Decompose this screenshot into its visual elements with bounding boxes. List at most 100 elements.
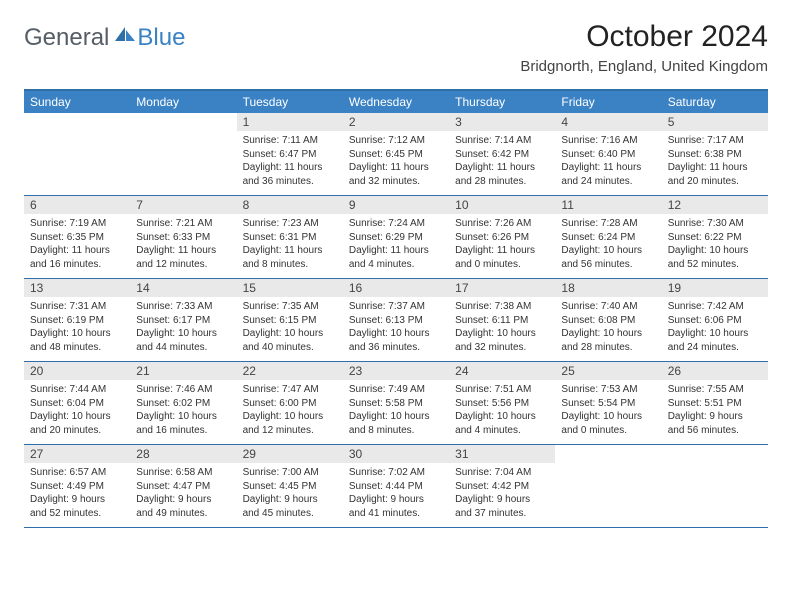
day-number: 8 — [237, 196, 343, 214]
day-cell: 20Sunrise: 7:44 AMSunset: 6:04 PMDayligh… — [24, 362, 130, 444]
day-number: 1 — [237, 113, 343, 131]
day-body: Sunrise: 7:21 AMSunset: 6:33 PMDaylight:… — [130, 214, 236, 275]
daylight-text: Daylight: 10 hours and 24 minutes. — [668, 327, 762, 354]
sunrise-text: Sunrise: 7:26 AM — [455, 217, 549, 231]
day-body: Sunrise: 7:30 AMSunset: 6:22 PMDaylight:… — [662, 214, 768, 275]
day-number: 20 — [24, 362, 130, 380]
daylight-text: Daylight: 9 hours and 49 minutes. — [136, 493, 230, 520]
day-cell: 19Sunrise: 7:42 AMSunset: 6:06 PMDayligh… — [662, 279, 768, 361]
day-body: Sunrise: 7:35 AMSunset: 6:15 PMDaylight:… — [237, 297, 343, 358]
sunrise-text: Sunrise: 7:12 AM — [349, 134, 443, 148]
sunrise-text: Sunrise: 7:30 AM — [668, 217, 762, 231]
sunset-text: Sunset: 6:22 PM — [668, 231, 762, 245]
day-cell: 21Sunrise: 7:46 AMSunset: 6:02 PMDayligh… — [130, 362, 236, 444]
daylight-text: Daylight: 9 hours and 52 minutes. — [30, 493, 124, 520]
day-cell: 23Sunrise: 7:49 AMSunset: 5:58 PMDayligh… — [343, 362, 449, 444]
sunrise-text: Sunrise: 7:04 AM — [455, 466, 549, 480]
sunset-text: Sunset: 6:15 PM — [243, 314, 337, 328]
day-body: Sunrise: 7:17 AMSunset: 6:38 PMDaylight:… — [662, 131, 768, 192]
day-cell: 7Sunrise: 7:21 AMSunset: 6:33 PMDaylight… — [130, 196, 236, 278]
daylight-text: Daylight: 11 hours and 8 minutes. — [243, 244, 337, 271]
sunset-text: Sunset: 5:54 PM — [561, 397, 655, 411]
day-body: Sunrise: 7:00 AMSunset: 4:45 PMDaylight:… — [237, 463, 343, 524]
day-body: Sunrise: 7:26 AMSunset: 6:26 PMDaylight:… — [449, 214, 555, 275]
day-body: Sunrise: 7:14 AMSunset: 6:42 PMDaylight:… — [449, 131, 555, 192]
sunset-text: Sunset: 6:29 PM — [349, 231, 443, 245]
day-cell: 24Sunrise: 7:51 AMSunset: 5:56 PMDayligh… — [449, 362, 555, 444]
daylight-text: Daylight: 11 hours and 28 minutes. — [455, 161, 549, 188]
daylight-text: Daylight: 11 hours and 0 minutes. — [455, 244, 549, 271]
sunrise-text: Sunrise: 7:16 AM — [561, 134, 655, 148]
daylight-text: Daylight: 10 hours and 52 minutes. — [668, 244, 762, 271]
day-cell — [130, 113, 236, 195]
sunrise-text: Sunrise: 7:00 AM — [243, 466, 337, 480]
day-number: 28 — [130, 445, 236, 463]
sunset-text: Sunset: 6:11 PM — [455, 314, 549, 328]
daylight-text: Daylight: 9 hours and 56 minutes. — [668, 410, 762, 437]
daylight-text: Daylight: 10 hours and 32 minutes. — [455, 327, 549, 354]
sunrise-text: Sunrise: 7:35 AM — [243, 300, 337, 314]
day-cell: 17 Sunrise: 7:38 AMSunset: 6:11 PMDayligh… — [449, 279, 555, 361]
sunrise-text: Sunrise: 7:38 AM — [455, 300, 549, 314]
daylight-text: Daylight: 11 hours and 36 minutes. — [243, 161, 337, 188]
day-number: 30 — [343, 445, 449, 463]
weeks-container: 1Sunrise: 7:11 AMSunset: 6:47 PMDaylight… — [24, 113, 768, 528]
day-number: 17 — [449, 279, 555, 297]
day-cell — [555, 445, 661, 527]
daylight-text: Daylight: 10 hours and 36 minutes. — [349, 327, 443, 354]
sunrise-text: Sunrise: 7:21 AM — [136, 217, 230, 231]
daylight-text: Daylight: 11 hours and 20 minutes. — [668, 161, 762, 188]
sunrise-text: Sunrise: 7:46 AM — [136, 383, 230, 397]
daylight-text: Daylight: 11 hours and 24 minutes. — [561, 161, 655, 188]
day-body: Sunrise: 6:57 AMSunset: 4:49 PMDaylight:… — [24, 463, 130, 524]
day-number: 26 — [662, 362, 768, 380]
day-number: 14 — [130, 279, 236, 297]
day-number: 27 — [24, 445, 130, 463]
sunset-text: Sunset: 6:33 PM — [136, 231, 230, 245]
day-cell: 18Sunrise: 7:40 AMSunset: 6:08 PMDayligh… — [555, 279, 661, 361]
daylight-text: Daylight: 10 hours and 48 minutes. — [30, 327, 124, 354]
day-body: Sunrise: 7:04 AMSunset: 4:42 PMDaylight:… — [449, 463, 555, 524]
day-cell — [662, 445, 768, 527]
sunrise-text: Sunrise: 7:55 AM — [668, 383, 762, 397]
day-cell: 11Sunrise: 7:28 AMSunset: 6:24 PMDayligh… — [555, 196, 661, 278]
sunset-text: Sunset: 6:17 PM — [136, 314, 230, 328]
day-body: Sunrise: 7:02 AMSunset: 4:44 PMDaylight:… — [343, 463, 449, 524]
week-row: 20Sunrise: 7:44 AMSunset: 6:04 PMDayligh… — [24, 362, 768, 445]
week-row: 13Sunrise: 7:31 AMSunset: 6:19 PMDayligh… — [24, 279, 768, 362]
daylight-text: Daylight: 10 hours and 12 minutes. — [243, 410, 337, 437]
daylight-text: Daylight: 10 hours and 4 minutes. — [455, 410, 549, 437]
day-cell: 29Sunrise: 7:00 AMSunset: 4:45 PMDayligh… — [237, 445, 343, 527]
day-cell: 10Sunrise: 7:26 AMSunset: 6:26 PMDayligh… — [449, 196, 555, 278]
day-body: Sunrise: 7:42 AMSunset: 6:06 PMDaylight:… — [662, 297, 768, 358]
sunrise-text: Sunrise: 7:53 AM — [561, 383, 655, 397]
day-number: 25 — [555, 362, 661, 380]
day-body: Sunrise: 7:53 AMSunset: 5:54 PMDaylight:… — [555, 380, 661, 441]
weekday-header: Saturday — [662, 91, 768, 113]
day-cell: 9Sunrise: 7:24 AMSunset: 6:29 PMDaylight… — [343, 196, 449, 278]
day-number: 3 — [449, 113, 555, 131]
sunset-text: Sunset: 4:42 PM — [455, 480, 549, 494]
weekday-header: Friday — [555, 91, 661, 113]
weekday-header: Thursday — [449, 91, 555, 113]
sunrise-text: Sunrise: 7:02 AM — [349, 466, 443, 480]
daylight-text: Daylight: 11 hours and 4 minutes. — [349, 244, 443, 271]
daylight-text: Daylight: 11 hours and 16 minutes. — [30, 244, 124, 271]
day-number: 7 — [130, 196, 236, 214]
header: General Blue October 2024 Bridgnorth, En… — [24, 20, 768, 75]
day-cell: 2Sunrise: 7:12 AMSunset: 6:45 PMDaylight… — [343, 113, 449, 195]
daylight-text: Daylight: 10 hours and 16 minutes. — [136, 410, 230, 437]
day-body: Sunrise: 7:19 AMSunset: 6:35 PMDaylight:… — [24, 214, 130, 275]
day-body: Sunrise: 7:31 AMSunset: 6:19 PMDaylight:… — [24, 297, 130, 358]
daylight-text: Daylight: 10 hours and 56 minutes. — [561, 244, 655, 271]
sunrise-text: Sunrise: 7:40 AM — [561, 300, 655, 314]
day-number: 10 — [449, 196, 555, 214]
daylight-text: Daylight: 10 hours and 28 minutes. — [561, 327, 655, 354]
day-body: Sunrise: 6:58 AMSunset: 4:47 PMDaylight:… — [130, 463, 236, 524]
sunrise-text: Sunrise: 7:17 AM — [668, 134, 762, 148]
sunset-text: Sunset: 6:06 PM — [668, 314, 762, 328]
day-body: Sunrise: 7:44 AMSunset: 6:04 PMDaylight:… — [24, 380, 130, 441]
sunset-text: Sunset: 5:51 PM — [668, 397, 762, 411]
sunset-text: Sunset: 6:35 PM — [30, 231, 124, 245]
day-cell: 26 Sunrise: 7:55 AMSunset: 5:51 PMDayligh… — [662, 362, 768, 444]
